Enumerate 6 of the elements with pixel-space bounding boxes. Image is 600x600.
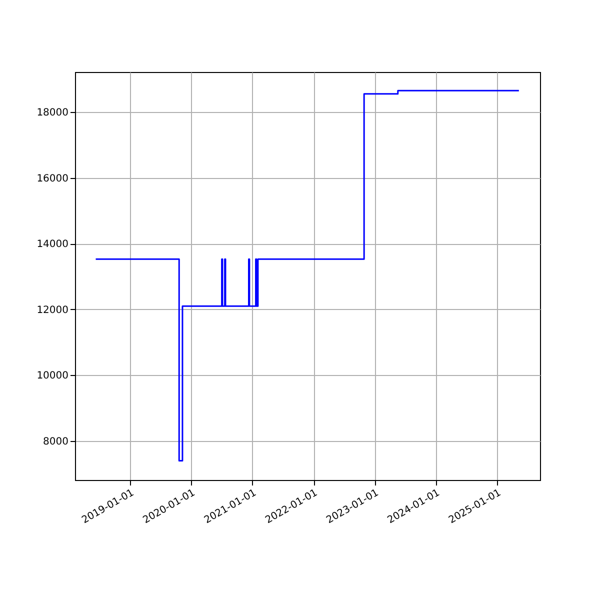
y-tick-label: 10000 (36, 370, 68, 382)
y-tick-label: 16000 (36, 173, 68, 184)
y-tick-label: 8000 (43, 436, 68, 448)
y-tick-label: 12000 (36, 304, 68, 316)
y-tick-label: 14000 (36, 239, 68, 250)
y-tick-label: 18000 (36, 108, 68, 119)
